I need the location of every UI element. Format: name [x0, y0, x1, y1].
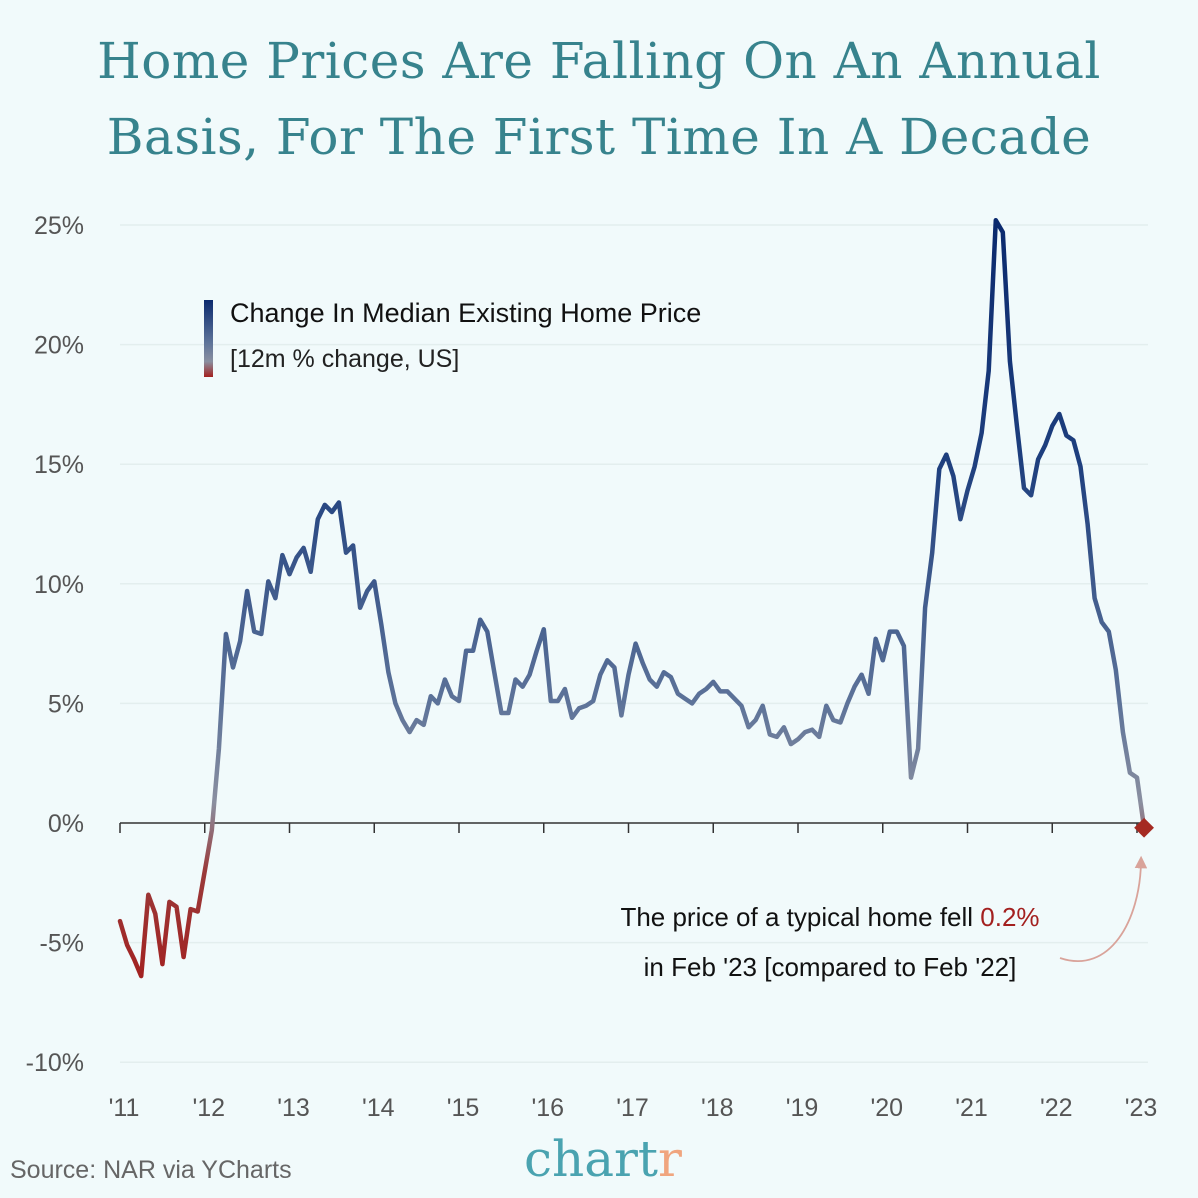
- y-tick-label: -10%: [26, 1049, 84, 1077]
- y-tick-label: 20%: [34, 332, 84, 360]
- x-tick-label: '15: [447, 1094, 480, 1122]
- x-tick-label: '11: [109, 1094, 140, 1122]
- legend-subtitle: [12m % change, US]: [230, 345, 460, 373]
- series-line: [117, 217, 1147, 979]
- last-point-diamond-marker: [1134, 817, 1154, 838]
- x-tick-label: '22: [1040, 1094, 1073, 1122]
- annotation-arrow: [1059, 855, 1148, 962]
- x-tick-label: '13: [277, 1094, 310, 1122]
- y-tick-label: 5%: [48, 690, 84, 718]
- chart-title-line-2: Basis, For The First Time In A Decade: [106, 108, 1092, 166]
- x-tick-label: '18: [701, 1094, 734, 1122]
- x-tick-label: '21: [955, 1094, 988, 1122]
- chartr-logo: chartr: [524, 1130, 682, 1188]
- source-note: Source: NAR via YCharts: [10, 1156, 292, 1184]
- x-tick-label: '16: [531, 1094, 564, 1122]
- x-tick-label: '14: [362, 1094, 395, 1122]
- x-tick-label: '19: [786, 1094, 819, 1122]
- legend-gradient-swatch: [204, 300, 213, 377]
- y-tick-label: 0%: [48, 810, 84, 838]
- annotation-line-2: in Feb '23 [compared to Feb '22]: [643, 952, 1017, 982]
- annotation-line-1: The price of a typical home fell 0.2%: [560, 902, 1100, 933]
- logo-text: chart: [524, 1130, 659, 1188]
- annotation-highlight-value: 0.2%: [980, 902, 1040, 932]
- annotation-text: The price of a typical home fell: [620, 902, 981, 932]
- chart-title-line-1: Home Prices Are Falling On An Annual: [97, 32, 1101, 90]
- y-tick-label: -5%: [40, 930, 84, 958]
- y-tick-label: 15%: [34, 451, 84, 479]
- x-tick-label: '17: [616, 1094, 649, 1122]
- y-tick-label: 25%: [34, 212, 84, 240]
- x-tick-label: '12: [192, 1094, 225, 1122]
- x-tick-label: '20: [870, 1094, 903, 1122]
- legend-title: Change In Median Existing Home Price: [230, 298, 702, 328]
- x-tick-label: '23: [1125, 1094, 1158, 1122]
- y-tick-label: 10%: [34, 571, 84, 599]
- logo-accent: r: [658, 1130, 682, 1188]
